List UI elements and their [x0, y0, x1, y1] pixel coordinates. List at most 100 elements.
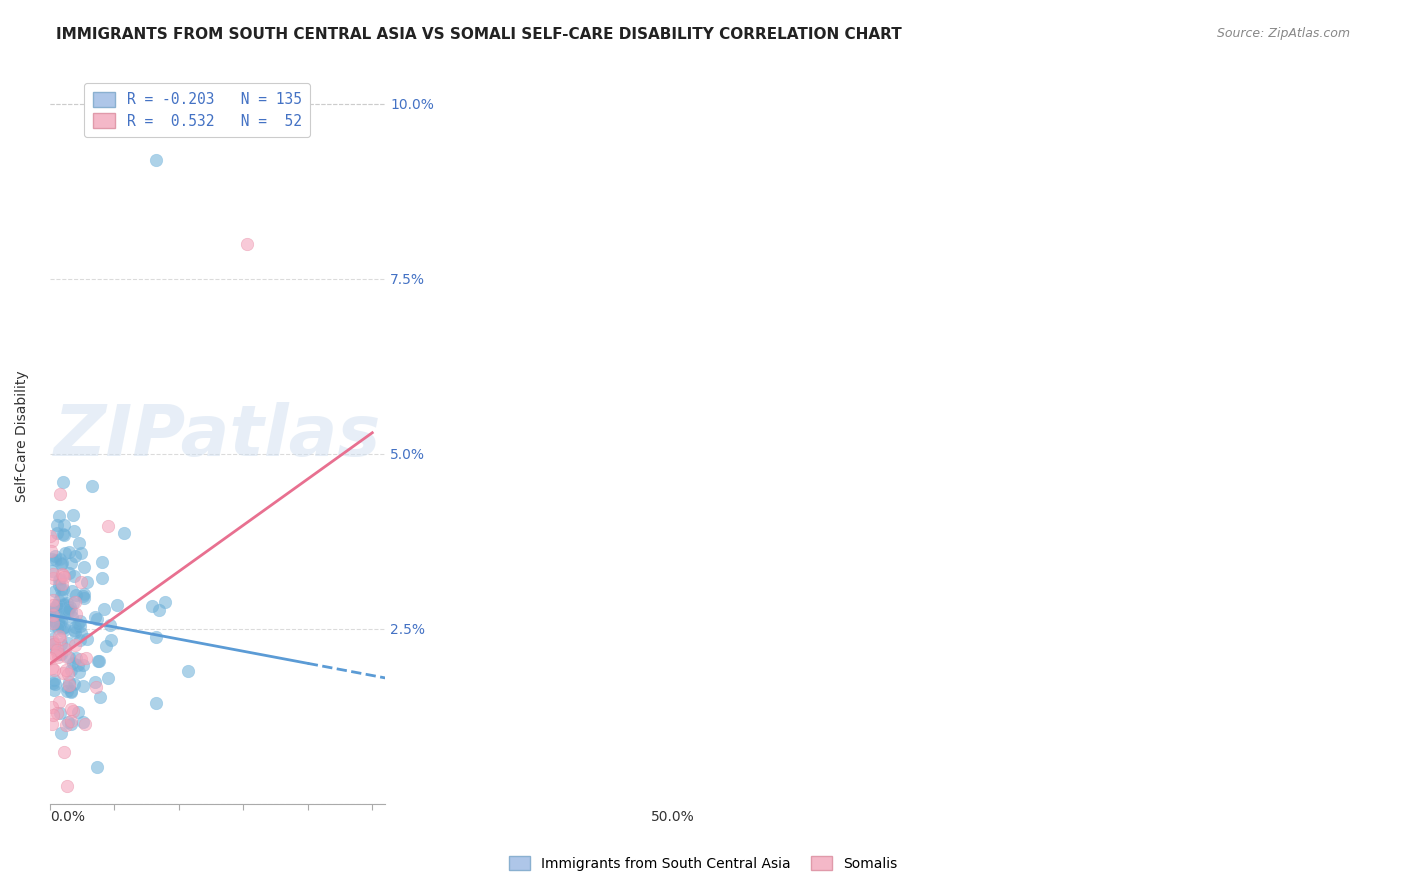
Point: [73, 591, 96, 605]
Point: [82, 479, 104, 493]
Point: [67, 705, 90, 719]
Point: [52, 745, 75, 759]
Point: [49, 617, 72, 632]
Point: [93, 601, 115, 615]
Point: [62, 704, 84, 718]
Point: [51, 567, 73, 582]
Point: [145, 696, 167, 710]
Point: [72, 714, 94, 729]
Point: [58, 604, 80, 618]
Point: [86, 760, 108, 774]
Point: [72, 657, 94, 672]
Point: [58, 545, 80, 559]
Point: [41, 616, 63, 631]
Point: [62, 677, 84, 691]
Point: [58, 650, 80, 665]
Point: [51, 636, 73, 650]
Point: [84, 674, 107, 689]
Point: [51, 577, 73, 591]
Point: [63, 568, 86, 582]
Point: [46, 621, 69, 635]
Point: [46, 646, 69, 660]
Point: [41, 571, 63, 585]
Point: [70, 652, 93, 666]
Point: [45, 706, 67, 720]
Point: [94, 639, 117, 653]
Point: [48, 594, 70, 608]
Point: [153, 595, 176, 609]
Point: [52, 624, 75, 639]
Point: [67, 665, 90, 680]
Point: [42, 567, 65, 582]
Point: [51, 582, 73, 597]
Point: [55, 649, 77, 664]
Point: [100, 633, 122, 648]
Point: [55, 684, 77, 698]
Legend: Immigrants from South Central Asia, Somalis: Immigrants from South Central Asia, Soma…: [503, 850, 903, 876]
Point: [90, 555, 112, 569]
Point: [52, 666, 75, 681]
Point: [63, 638, 86, 652]
Point: [65, 595, 87, 609]
Point: [42, 614, 65, 628]
Point: [59, 684, 82, 698]
Text: IMMIGRANTS FROM SOUTH CENTRAL ASIA VS SOMALI SELF-CARE DISABILITY CORRELATION CH: IMMIGRANTS FROM SOUTH CENTRAL ASIA VS SO…: [56, 27, 903, 42]
Point: [52, 597, 75, 611]
Point: [58, 666, 80, 681]
Point: [67, 536, 90, 550]
Point: [42, 603, 65, 617]
Point: [46, 650, 69, 665]
Point: [41, 699, 63, 714]
Point: [44, 583, 66, 598]
Point: [42, 593, 65, 607]
Point: [51, 582, 73, 597]
Point: [59, 714, 82, 728]
Text: ZIPatlas: ZIPatlas: [53, 401, 381, 471]
Point: [84, 680, 107, 694]
Point: [62, 624, 84, 638]
Point: [49, 632, 72, 646]
Point: [69, 633, 91, 648]
Point: [46, 642, 69, 657]
Point: [65, 607, 87, 621]
Point: [48, 573, 70, 587]
Point: [70, 574, 93, 589]
Point: [41, 717, 63, 731]
Point: [41, 660, 63, 674]
Point: [235, 236, 257, 251]
Point: [49, 706, 72, 721]
Point: [112, 526, 135, 541]
Point: [39, 544, 62, 558]
Point: [39, 650, 62, 665]
Point: [44, 677, 66, 691]
Point: [58, 678, 80, 692]
Point: [42, 708, 65, 723]
Point: [58, 602, 80, 616]
Point: [52, 568, 75, 582]
Point: [53, 620, 76, 634]
Point: [44, 549, 66, 564]
Point: [66, 617, 89, 632]
Point: [51, 556, 73, 570]
Point: [44, 663, 66, 677]
Point: [87, 654, 110, 668]
Text: 50.0%: 50.0%: [651, 810, 695, 824]
Point: [63, 549, 86, 563]
Point: [72, 559, 94, 574]
Point: [56, 715, 79, 730]
Point: [41, 608, 63, 623]
Point: [46, 598, 69, 612]
Point: [49, 557, 72, 571]
Point: [42, 673, 65, 688]
Point: [70, 546, 93, 560]
Point: [48, 572, 70, 586]
Point: [53, 598, 76, 612]
Point: [45, 615, 67, 630]
Point: [97, 671, 120, 685]
Point: [62, 656, 84, 670]
Point: [97, 518, 120, 533]
Point: [67, 657, 90, 672]
Point: [49, 487, 72, 501]
Point: [105, 599, 128, 613]
Point: [59, 604, 82, 618]
